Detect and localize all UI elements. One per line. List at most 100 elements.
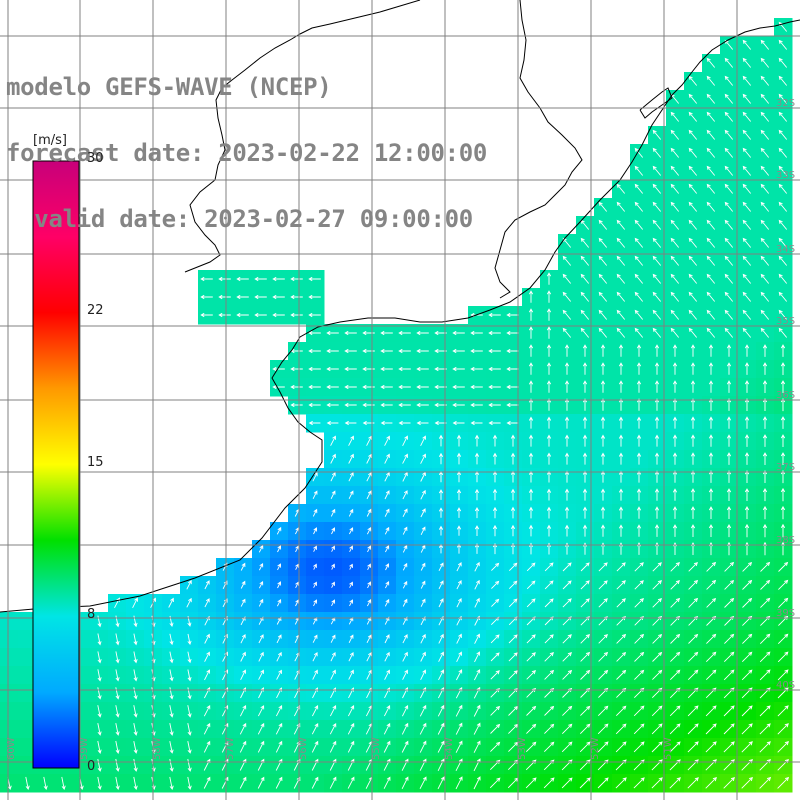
wind-arrow [546,326,552,339]
wind-arrow [672,470,678,483]
wind-arrow [491,580,500,589]
wind-arrow [687,777,699,789]
wind-arrow [760,273,770,284]
wind-arrow [706,561,717,572]
wind-arrow [97,651,102,664]
wind-arrow [525,741,537,753]
wind-arrow [742,75,752,86]
wind-arrow [384,526,390,535]
colorbar-tick-30: 30 [87,151,104,166]
wind-arrow [312,471,318,482]
wind-arrow [616,219,626,230]
wind-arrow [488,312,501,318]
wind-arrow [402,598,408,607]
wind-arrow [366,453,372,464]
wind-arrow [452,366,465,372]
wind-arrow [275,776,283,789]
wind-arrow [470,348,483,354]
wind-arrow [760,201,770,212]
wind-arrow [313,581,317,588]
lat-label: 40S [776,680,795,691]
wind-arrow [168,597,174,608]
wind-arrow [778,579,789,590]
wind-arrow [762,505,768,520]
wind-arrow [380,330,393,336]
wind-arrow [654,470,660,483]
wind-arrow [724,57,734,68]
wind-arrow [488,384,501,390]
wind-arrow [759,669,771,681]
wind-arrow [492,434,498,447]
wind-arrow [272,276,285,282]
lon-label: 53W [517,737,528,760]
wind-arrow [546,488,552,501]
wind-arrow [456,488,462,501]
wind-arrow [401,776,409,790]
wind-arrow [348,490,354,500]
wind-arrow [239,776,247,789]
wind-arrow [115,705,120,718]
wind-arrow [452,420,465,426]
wind-arrow [780,469,786,484]
wind-arrow [115,723,120,736]
wind-arrow [308,276,321,282]
wind-cell [18,684,37,703]
wind-arrow [708,416,714,429]
wind-arrow [562,652,572,662]
wind-arrow [760,327,770,338]
wind-arrow [705,723,717,735]
wind-arrow [636,416,642,429]
wind-arrow [419,704,427,717]
wind-arrow [742,201,752,212]
wind-arrow [742,633,753,644]
wind-arrow [759,741,771,753]
wind-arrow [564,416,570,429]
wind-arrow [546,452,552,465]
wind-arrow [470,420,483,426]
wind-arrow [744,416,750,429]
wind-arrow [312,669,318,680]
wind-arrow [724,165,734,176]
wind-arrow [672,434,678,447]
wind-arrow [616,598,626,608]
wind-arrow [200,312,213,318]
wind-arrow [726,506,732,519]
wind-arrow [744,398,750,411]
wind-arrow [688,597,699,608]
wind-arrow [724,255,734,266]
wind-arrow [726,523,732,538]
wind-arrow [420,580,426,589]
wind-arrow [240,562,246,571]
wind-arrow [133,687,138,700]
wind-arrow [652,147,662,158]
wind-arrow [402,669,408,680]
wind-arrow [741,651,753,663]
wind-arrow [488,330,501,336]
wind-arrow [778,309,788,320]
wind-arrow [169,705,174,718]
wind-arrow [726,434,732,447]
wind-arrow [742,39,752,50]
wind-arrow [706,75,716,86]
wind-arrow [456,580,462,590]
wind-arrow [580,669,591,680]
wind-arrow [331,599,336,607]
wind-arrow [778,183,788,194]
wind-arrow [670,111,680,122]
wind-arrow [348,634,354,644]
lon-label: 54W [444,737,455,760]
wind-arrow [526,580,536,590]
wind-arrow [329,722,337,735]
wind-arrow [654,434,660,447]
wind-arrow [222,651,228,662]
wind-arrow [257,740,265,753]
wind-arrow [634,273,644,284]
wind-arrow [544,723,555,734]
wind-cell [18,612,37,631]
wind-arrow [308,402,321,408]
wind-arrow [706,291,716,302]
wind-arrow [634,562,644,572]
wind-arrow [526,634,536,644]
wind-arrow [290,384,303,390]
